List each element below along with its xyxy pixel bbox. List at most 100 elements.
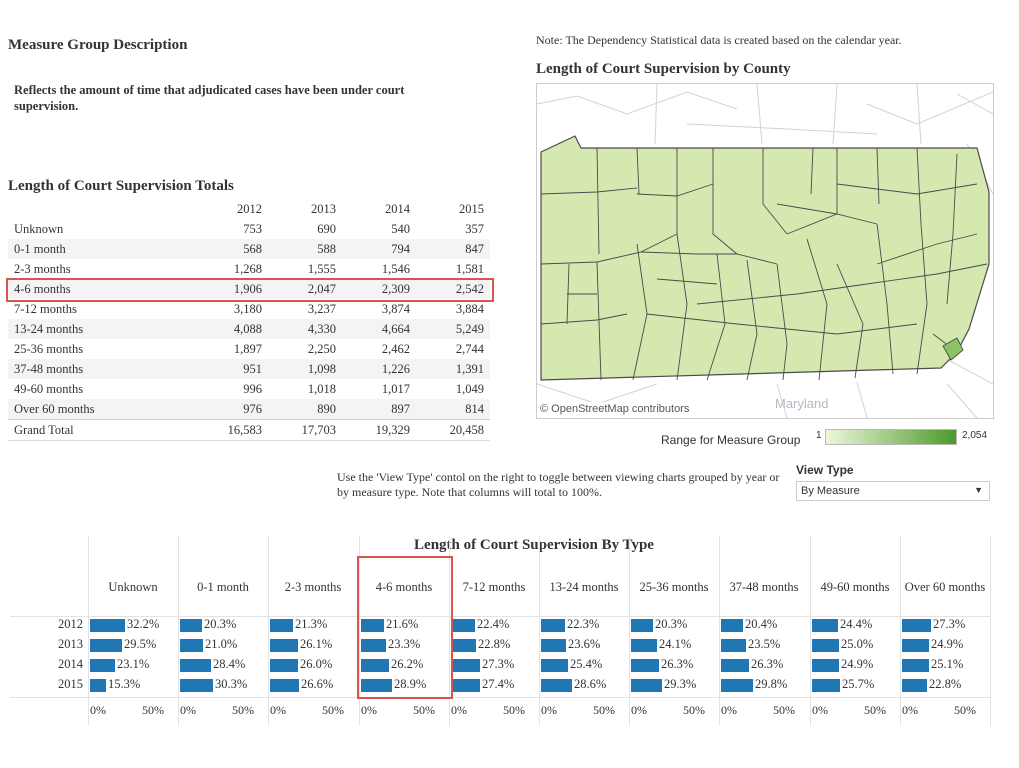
map-attribution[interactable]: © OpenStreetMap contributors — [537, 402, 693, 416]
year-label: 2014 — [58, 657, 83, 671]
row-label: Unknown — [14, 221, 64, 236]
bar[interactable] — [90, 659, 115, 672]
category-header: 49-60 months — [820, 579, 890, 594]
legend-max: 2,054 — [962, 430, 988, 441]
bar[interactable] — [451, 619, 475, 632]
bar-value-label: 26.6% — [301, 677, 334, 691]
axis-tick-label: 50% — [773, 703, 795, 717]
totals-row: 2-3 months 1,268 1,555 1,546 1,581 — [8, 259, 490, 279]
cell-value: 3,884 — [455, 301, 484, 316]
highlight-county[interactable] — [942, 337, 964, 361]
grand-total-value: 16,583 — [194, 419, 268, 441]
bar-value-label: 26.1% — [300, 637, 333, 651]
cell-value: 2,462 — [381, 341, 410, 356]
cell-value: 753 — [243, 221, 262, 236]
bar[interactable] — [902, 679, 927, 692]
bar[interactable] — [180, 639, 203, 652]
bar-value-label: 26.3% — [661, 657, 694, 671]
row-label: 4-6 months — [8, 279, 194, 299]
bar[interactable] — [812, 619, 838, 632]
cell-value: 794 — [342, 239, 416, 259]
bar[interactable] — [902, 619, 931, 632]
bar[interactable] — [361, 659, 389, 672]
bar[interactable] — [180, 659, 211, 672]
county-map[interactable]: Maryland © OpenStreetMap contributors — [536, 83, 994, 419]
axis-tick-label: 50% — [864, 703, 886, 717]
bar[interactable] — [270, 679, 299, 692]
bar-value-label: 25.7% — [842, 677, 875, 691]
bar[interactable] — [721, 619, 743, 632]
chevron-down-icon: ▼ — [974, 485, 983, 495]
axis-tick-label: 0% — [631, 703, 647, 717]
axis-tick-label: 0% — [721, 703, 737, 717]
totals-row: 49-60 months 996 1,018 1,017 1,049 — [8, 379, 490, 399]
bar[interactable] — [721, 679, 753, 692]
bar[interactable] — [451, 679, 480, 692]
bar[interactable] — [270, 659, 298, 672]
row-label: 7-12 months — [14, 301, 77, 316]
bar[interactable] — [902, 659, 929, 672]
view-type-instructions: Use the 'View Type' contol on the right … — [337, 470, 780, 499]
bar[interactable] — [721, 639, 746, 652]
cell-value: 540 — [391, 221, 410, 236]
cell-value: 4,088 — [194, 319, 268, 339]
bar[interactable] — [270, 619, 293, 632]
bar-value-label: 28.4% — [213, 657, 246, 671]
column-divider — [629, 536, 630, 726]
bar[interactable] — [180, 619, 202, 632]
legend-color-bar — [825, 429, 957, 445]
bar[interactable] — [812, 639, 839, 652]
bar-value-label: 22.8% — [478, 637, 511, 651]
cell-value: 996 — [243, 381, 262, 396]
bar-value-label: 21.0% — [205, 637, 238, 651]
bar[interactable] — [361, 679, 392, 692]
bar-value-label: 25.4% — [570, 657, 603, 671]
axis-tick-label: 0% — [90, 703, 106, 717]
cell-value: 588 — [268, 239, 342, 259]
totals-row: Unknown 753 690 540 357 — [8, 219, 490, 239]
bar[interactable] — [451, 659, 480, 672]
map-svg: Maryland — [537, 84, 993, 418]
year-header: 2014 — [385, 201, 410, 216]
bar[interactable] — [541, 659, 568, 672]
bar[interactable] — [812, 659, 839, 672]
year-label: 2013 — [58, 637, 83, 651]
bar[interactable] — [541, 639, 566, 652]
totals-row: 25-36 months 1,897 2,250 2,462 2,744 — [8, 339, 490, 359]
cell-value: 357 — [465, 221, 484, 236]
bar[interactable] — [812, 679, 840, 692]
bar[interactable] — [270, 639, 298, 652]
bar[interactable] — [361, 639, 386, 652]
view-type-dropdown[interactable]: By Measure ▼ — [796, 481, 990, 501]
bar[interactable] — [90, 679, 106, 692]
bar[interactable] — [541, 619, 565, 632]
bar[interactable] — [180, 679, 213, 692]
year-header: 2012 — [237, 201, 262, 216]
bar[interactable] — [90, 639, 122, 652]
category-header: 37-48 months — [729, 579, 799, 594]
axis-tick-label: 50% — [322, 703, 344, 717]
category-header: Over 60 months — [904, 579, 986, 594]
bar[interactable] — [451, 639, 476, 652]
cell-value: 568 — [194, 239, 268, 259]
axis-tick-label: 0% — [541, 703, 557, 717]
bar[interactable] — [90, 619, 125, 632]
bar-value-label: 20.3% — [204, 617, 237, 631]
bar[interactable] — [631, 679, 662, 692]
bar[interactable] — [631, 659, 659, 672]
bar-value-label: 20.3% — [655, 617, 688, 631]
bar[interactable] — [541, 679, 572, 692]
cell-value: 4,664 — [342, 319, 416, 339]
bar[interactable] — [721, 659, 749, 672]
axis-divider — [10, 697, 990, 698]
bar[interactable] — [631, 639, 657, 652]
state-outline[interactable] — [540, 135, 990, 381]
bar[interactable] — [361, 619, 384, 632]
bar[interactable] — [631, 619, 653, 632]
cell-value: 897 — [342, 399, 416, 420]
axis-tick-label: 0% — [902, 703, 918, 717]
cell-value: 976 — [194, 399, 268, 420]
axis-tick-label: 0% — [180, 703, 196, 717]
bar[interactable] — [902, 639, 929, 652]
cell-value: 2,542 — [416, 279, 490, 299]
